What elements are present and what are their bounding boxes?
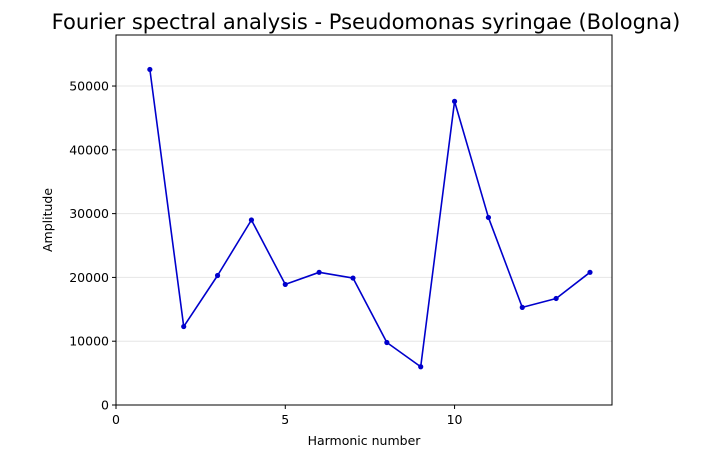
plot-frame xyxy=(115,34,613,406)
x-tick-label: 10 xyxy=(447,412,463,427)
data-point xyxy=(519,304,525,310)
x-tick-label: 5 xyxy=(281,412,289,427)
data-point xyxy=(248,217,255,223)
y-tick-label: 40000 xyxy=(69,142,109,157)
y-tick-label: 20000 xyxy=(69,270,109,285)
data-point xyxy=(147,66,153,73)
y-axis: 0 10000 20000 30000 40000 50000 xyxy=(69,79,116,413)
y-axis-label: Amplitude xyxy=(40,188,55,252)
data-point xyxy=(451,98,458,104)
data-point xyxy=(282,281,288,288)
data-point xyxy=(587,269,593,275)
data-point xyxy=(350,275,356,281)
data-point xyxy=(214,272,221,279)
x-axis: 0 5 10 xyxy=(112,405,463,427)
data-point xyxy=(485,214,492,221)
x-axis-label: Harmonic number xyxy=(308,433,422,448)
y-tick-label: 0 xyxy=(101,398,109,413)
data-point xyxy=(418,364,424,370)
grid-lines xyxy=(116,85,612,406)
y-tick-label: 30000 xyxy=(69,206,109,221)
data-point xyxy=(553,295,559,302)
data-point xyxy=(316,269,322,275)
series-line xyxy=(149,69,591,368)
y-tick-label: 50000 xyxy=(69,79,109,94)
chart-title: Fourier spectral analysis - Pseudomonas … xyxy=(52,10,681,34)
y-tick-label: 10000 xyxy=(69,334,109,349)
series-layer xyxy=(147,66,593,370)
data-point xyxy=(384,339,390,346)
x-tick-label: 0 xyxy=(112,412,120,427)
data-point xyxy=(181,323,187,330)
